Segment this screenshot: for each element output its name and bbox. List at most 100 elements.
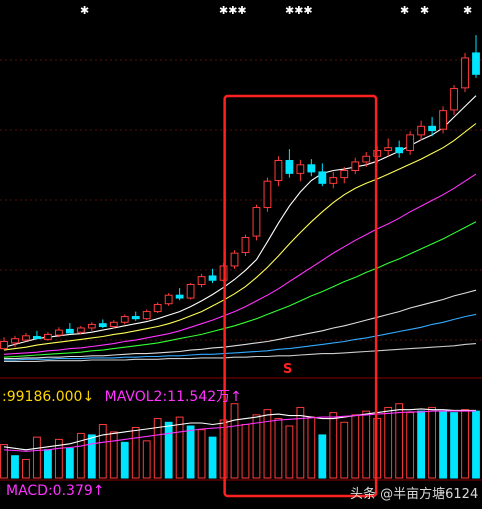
candle — [307, 164, 316, 173]
candle — [428, 125, 436, 132]
candle — [417, 125, 426, 136]
candle — [120, 316, 129, 323]
signal-marker: S — [283, 362, 293, 377]
arrow-up-icon: ↑ — [230, 389, 242, 405]
candle — [33, 336, 41, 340]
candle — [318, 171, 327, 184]
candle — [285, 160, 294, 174]
ma30-line — [3, 221, 477, 358]
candle — [274, 160, 283, 181]
volume-bar — [186, 425, 195, 479]
volume-value-label: :99186.000↓ MAVOL2:11.542万↑ — [2, 386, 242, 406]
volume-bar — [362, 410, 371, 479]
top-marker: ✱ — [420, 4, 430, 17]
volume-bar — [33, 436, 41, 479]
volume-bar — [120, 441, 129, 479]
volume-bar — [76, 432, 85, 479]
candle — [142, 311, 151, 320]
volume-bar — [472, 410, 480, 479]
candle — [340, 170, 349, 179]
volume-bar — [285, 425, 294, 479]
candle — [461, 57, 469, 89]
volume-bar — [439, 410, 447, 479]
arrow-down-icon: ↓ — [82, 389, 95, 405]
volume-bar — [98, 424, 107, 479]
volume-bar — [44, 449, 52, 479]
volume-bar — [153, 418, 162, 479]
candle — [98, 323, 107, 328]
volume-bar — [142, 440, 151, 479]
watermark: 头条 @半亩方塘6124 — [350, 487, 479, 502]
candle — [186, 284, 195, 299]
volume-ma-lines — [3, 408, 476, 452]
candle — [351, 161, 360, 171]
top-marker: ✱ — [400, 4, 410, 17]
top-marker: ✱✱✱ — [219, 4, 247, 17]
volume-value: :99186.000 — [2, 389, 83, 405]
ma10-line — [3, 123, 477, 351]
volume-bar — [395, 403, 404, 479]
mavol2-line — [3, 410, 476, 452]
candle — [241, 236, 250, 253]
volume-bar — [329, 412, 338, 479]
candle — [230, 252, 239, 267]
volume-bar — [406, 412, 415, 479]
candle — [153, 303, 162, 313]
ma120-line — [4, 313, 477, 361]
candle — [109, 321, 118, 328]
moving-average-lines — [3, 95, 477, 362]
candle — [439, 110, 447, 130]
volume-bar — [0, 444, 8, 479]
volume-bar — [461, 409, 469, 479]
candle — [164, 294, 173, 305]
ma250-line — [4, 343, 477, 362]
candle — [11, 338, 19, 344]
candle — [44, 333, 52, 340]
highlight-box — [223, 94, 378, 498]
candle — [384, 147, 393, 152]
mavol1-line — [3, 408, 476, 451]
candle — [131, 316, 140, 320]
candle — [22, 335, 30, 341]
volume-bar — [65, 447, 74, 479]
price-candles — [0, 35, 480, 351]
volume-bar — [208, 436, 217, 479]
candle — [54, 329, 63, 336]
candle — [263, 180, 272, 209]
volume-bar — [230, 403, 239, 479]
candle — [65, 328, 74, 334]
top-marker: ✱ — [80, 4, 90, 17]
volume-bar — [307, 416, 316, 479]
candle — [406, 134, 415, 152]
volume-bar — [164, 421, 173, 479]
candle — [87, 323, 96, 329]
volume-bar — [109, 431, 118, 479]
macd-label: MACD:0.379↑ — [6, 483, 105, 499]
mavol2-value: MAVOL2:11.542万 — [104, 389, 231, 405]
candle — [296, 164, 305, 174]
volume-bar — [241, 424, 250, 479]
top-marker: ✱✱✱ — [285, 4, 313, 17]
arrow-up-icon: ↑ — [92, 483, 105, 499]
volume-bar — [252, 414, 261, 479]
volume-bar — [450, 412, 458, 479]
volume-bar — [318, 434, 327, 479]
volume-bar — [197, 429, 206, 479]
volume-bar — [417, 410, 426, 479]
macd-value: MACD:0.379 — [6, 483, 93, 499]
candle — [76, 327, 85, 333]
volume-bar — [54, 438, 63, 479]
candle — [362, 155, 371, 163]
volume-bar — [384, 406, 393, 479]
candle — [472, 52, 480, 75]
candle — [208, 275, 217, 281]
volume-bar — [131, 426, 140, 479]
candle — [252, 207, 261, 237]
volume-bar — [296, 406, 305, 479]
candle — [0, 341, 8, 350]
candle — [197, 276, 206, 286]
volume-bar — [87, 434, 96, 479]
volume-bar — [175, 416, 184, 479]
candle — [450, 88, 458, 111]
